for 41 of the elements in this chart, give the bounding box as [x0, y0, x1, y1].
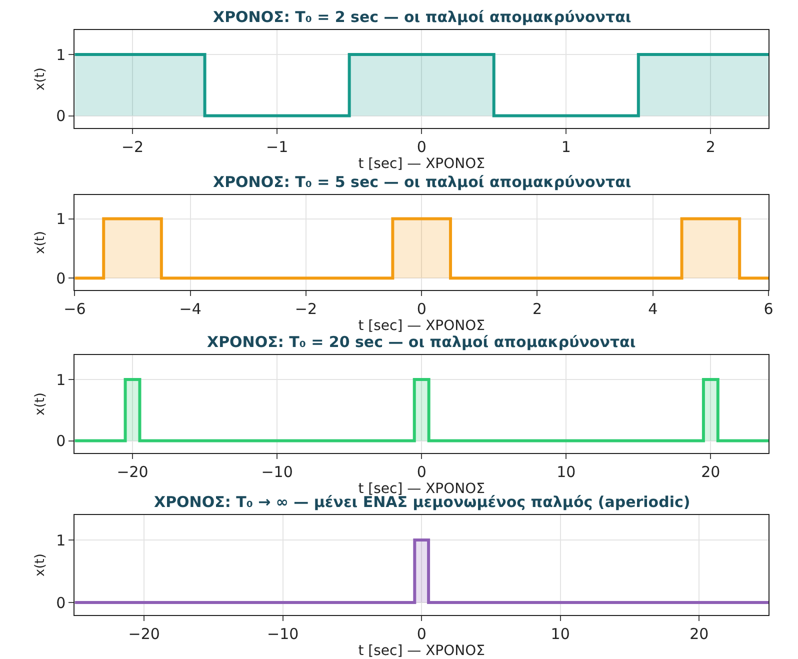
y-axis-title: x(t)	[33, 231, 48, 254]
x-tick-label: 4	[648, 300, 658, 318]
x-tick-label: 20	[701, 463, 720, 481]
y-axis-title: x(t)	[33, 68, 48, 90]
x-tick-label: −10	[267, 625, 299, 643]
x-axis-title: t [sec] — ΧΡΟΝΟΣ	[358, 481, 485, 497]
x-tick-label: 0	[416, 138, 426, 156]
x-tick-label: 1	[561, 138, 571, 156]
x-tick-label: 6	[764, 300, 774, 318]
y-axis-title: x(t)	[33, 554, 48, 576]
y-tick-label: 1	[56, 46, 66, 64]
x-tick-label: 0	[416, 463, 426, 481]
x-tick-label: 2	[706, 138, 716, 156]
x-tick-label: 0	[416, 625, 426, 643]
x-axis-title: t [sec] — ΧΡΟΝΟΣ	[358, 643, 485, 659]
y-tick-label: 0	[56, 107, 66, 125]
x-tick-label: −20	[128, 625, 160, 643]
chart-title: ΧΡΟΝΟΣ: T₀ = 2 sec — οι παλμοί απομακρύνονται	[213, 8, 632, 26]
x-tick-label: −1	[266, 138, 288, 156]
x-tick-label: −10	[261, 463, 293, 481]
x-tick-label: −4	[179, 300, 202, 318]
y-tick-label: 1	[56, 210, 66, 228]
x-axis-title: t [sec] — ΧΡΟΝΟΣ	[358, 156, 485, 172]
x-tick-label: −2	[294, 300, 318, 318]
y-tick-label: 1	[56, 370, 66, 389]
x-axis-title: t [sec] — ΧΡΟΝΟΣ	[358, 318, 485, 334]
y-tick-label: 0	[56, 269, 66, 288]
x-tick-label: −2	[121, 138, 144, 156]
x-tick-label: 0	[416, 300, 426, 318]
x-tick-label: −20	[116, 463, 148, 481]
x-tick-label: −6	[64, 300, 86, 318]
y-axis-title: x(t)	[33, 392, 48, 416]
y-tick-label: 0	[56, 594, 66, 612]
x-tick-label: 10	[556, 463, 576, 481]
x-tick-label: 2	[532, 300, 542, 318]
y-tick-label: 0	[56, 432, 66, 450]
chart-title: ΧΡΟΝΟΣ: T₀ = 5 sec — οι παλμοί απομακρύνονται	[213, 173, 632, 191]
x-tick-label: 10	[550, 625, 570, 643]
chart-title: ΧΡΟΝΟΣ: T₀ = 20 sec — οι παλμοί απομακρύνονται	[207, 333, 636, 351]
y-tick-label: 1	[56, 531, 66, 550]
x-tick-label: 20	[690, 625, 709, 643]
